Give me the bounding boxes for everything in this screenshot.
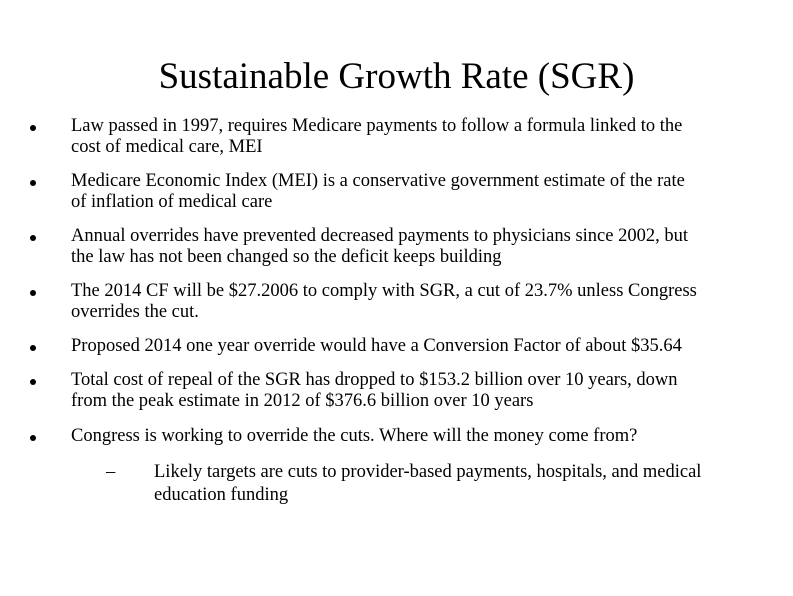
bullet-dot-icon bbox=[30, 235, 36, 241]
bullet-text-line1: The 2014 CF will be $27.2006 to comply w… bbox=[71, 281, 697, 301]
bullet-dot-icon bbox=[30, 345, 36, 351]
bullet-dot-icon bbox=[30, 435, 36, 441]
bullet-text-line1: Annual overrides have prevented decrease… bbox=[71, 226, 688, 246]
bullet-dot-icon bbox=[30, 180, 36, 186]
bullet-dot-icon bbox=[30, 379, 36, 385]
dash-marker: – bbox=[106, 462, 116, 482]
bullet-text-line2: of inflation of medical care bbox=[71, 192, 273, 212]
sub-bullet-text-line1: Likely targets are cuts to provider-base… bbox=[154, 462, 702, 482]
bullet-text-line1: Congress is working to override the cuts… bbox=[71, 426, 638, 446]
bullet-text-line1: Medicare Economic Index (MEI) is a conse… bbox=[71, 171, 685, 191]
bullet-text-line2: the law has not been changed so the defi… bbox=[71, 247, 502, 267]
bullet-text-line2: overrides the cut. bbox=[71, 302, 199, 322]
bullet-text-line2: from the peak estimate in 2012 of $376.6… bbox=[71, 391, 534, 411]
bullet-dot-icon bbox=[30, 125, 36, 131]
bullet-text-line2: cost of medical care, MEI bbox=[71, 137, 263, 157]
sub-bullet-text-line2: education funding bbox=[154, 485, 289, 505]
bullet-dot-icon bbox=[30, 290, 36, 296]
bullet-text-line1: Law passed in 1997, requires Medicare pa… bbox=[71, 116, 683, 136]
bullet-text-line1: Total cost of repeal of the SGR has drop… bbox=[71, 370, 678, 390]
slide-title: Sustainable Growth Rate (SGR) bbox=[158, 56, 635, 97]
bullet-text-line1: Proposed 2014 one year override would ha… bbox=[71, 336, 682, 356]
